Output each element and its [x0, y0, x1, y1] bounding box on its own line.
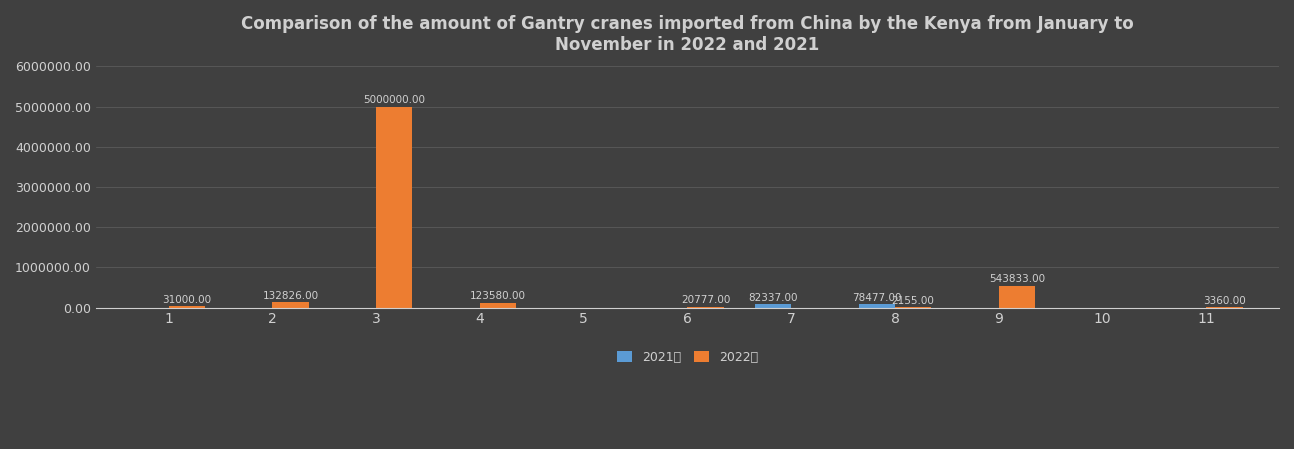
Bar [754, 304, 791, 308]
Bar [377, 107, 413, 308]
Bar [272, 302, 308, 308]
Text: 3360.00: 3360.00 [1203, 296, 1246, 306]
Bar [999, 286, 1035, 308]
Text: 543833.00: 543833.00 [989, 274, 1046, 285]
Text: 31000.00: 31000.00 [162, 295, 211, 305]
Legend: 2021年, 2022年: 2021年, 2022年 [612, 346, 762, 369]
Text: 132826.00: 132826.00 [263, 291, 318, 301]
Text: 20777.00: 20777.00 [681, 295, 730, 305]
Bar [168, 306, 204, 308]
Bar [480, 303, 516, 308]
Text: 2155.00: 2155.00 [892, 296, 934, 306]
Text: 78477.00: 78477.00 [851, 293, 902, 303]
Text: 5000000.00: 5000000.00 [364, 96, 426, 106]
Text: 82337.00: 82337.00 [748, 293, 798, 303]
Bar [859, 304, 895, 308]
Bar [687, 307, 723, 308]
Text: 123580.00: 123580.00 [470, 291, 527, 301]
Title: Comparison of the amount of Gantry cranes imported from China by the Kenya from : Comparison of the amount of Gantry crane… [241, 15, 1134, 54]
